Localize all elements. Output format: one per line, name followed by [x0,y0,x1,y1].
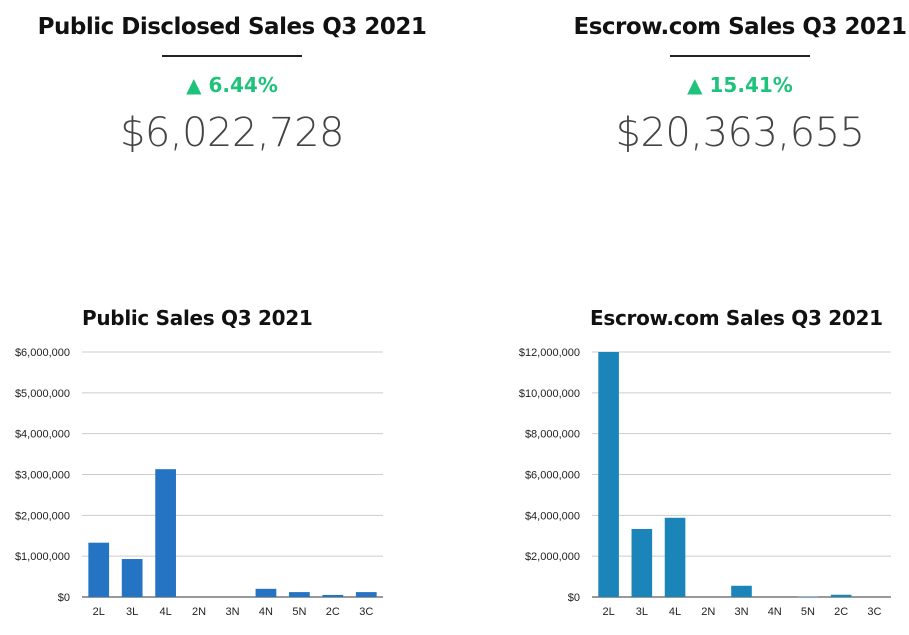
public-sales-bar-chart: $0 $1,000,000 $2,000,000 $3,000,000 $4,000,0… [15,347,383,618]
bar-5N [289,592,310,597]
y-tick-label: $10,000,000 [519,388,580,400]
x-tick-label: 5N [292,606,306,618]
kpi-title: Public Disclosed Sales Q3 2021 [37,14,427,40]
x-tick-label: 4L [159,606,171,618]
y-tick-label: $8,000,000 [525,429,580,441]
kpi-escrow-sales: Escrow.com Sales Q3 2021 ▲ 15.41% $20,36… [530,0,909,159]
bar-2L [598,352,619,597]
x-tick-label: 3L [636,606,648,618]
bar-3N [731,585,752,597]
bar-4N [255,588,277,597]
y-tick-label: $6,000,000 [15,347,70,359]
bar-5N [797,596,819,598]
bar-2C [830,594,852,597]
bar-3C [355,592,377,597]
escrow-sales-bar-chart: $0 $2,000,000 $4,000,000 $6,000,000 $8,000,0… [519,347,891,618]
x-tick-label: 4N [259,606,273,618]
bar-2L [88,542,110,597]
x-tick-label: 2N [701,606,715,618]
x-tick-label: 3N [225,606,239,618]
x-tick-label: 2C [834,606,848,618]
y-tick-label: $4,000,000 [15,429,70,441]
x-tick-label: 2C [326,606,340,618]
public-sales-chart: Public Sales Q3 2021 $0 $1,000,000 $2,000,… [0,300,420,630]
kpi-value: $6,022,728 [119,110,345,156]
bar-4L [664,517,686,597]
kpi-value: $20,363,655 [615,110,865,156]
x-tick-label: 4N [768,606,782,618]
divider [670,55,810,57]
y-tick-label: $3,000,000 [15,470,70,482]
bar-2C [322,594,344,597]
up-arrow-icon: ▲ [186,73,202,97]
x-tick-label: 3N [734,606,748,618]
y-tick-label: $1,000,000 [15,551,70,563]
bar-3L [121,559,143,597]
y-tick-label: $4,000,000 [525,510,580,522]
escrow-sales-chart: Escrow.com Sales Q3 2021 $0 $2,000,000 $4,… [500,300,909,630]
y-tick-label: $0 [568,592,580,604]
kpi-delta-value: 15.41% [709,73,793,97]
chart-title: Escrow.com Sales Q3 2021 [590,306,883,330]
x-tick-label: 3L [126,606,138,618]
x-tick-label: 2L [602,606,614,618]
x-tick-label: 4L [669,606,681,618]
x-tick-label: 2N [192,606,206,618]
chart-title: Public Sales Q3 2021 [82,306,313,330]
bar-3L [631,529,653,597]
x-tick-label: 2L [93,606,105,618]
kpi-delta-value: 6.44% [208,73,278,97]
bar-4L [155,469,176,597]
up-arrow-icon: ▲ [687,73,703,97]
x-tick-label: 3C [867,606,881,618]
divider [162,55,302,57]
y-tick-label: $12,000,000 [519,347,580,359]
kpi-public-sales: Public Disclosed Sales Q3 2021 ▲ 6.44% $… [22,0,442,159]
kpi-delta: ▲ 6.44% [22,71,442,99]
y-tick-label: $5,000,000 [15,388,70,400]
kpi-title: Escrow.com Sales Q3 2021 [573,14,907,40]
y-tick-label: $2,000,000 [525,551,580,563]
y-tick-label: $2,000,000 [15,510,70,522]
x-tick-label: 5N [801,606,815,618]
y-tick-label: $6,000,000 [525,470,580,482]
kpi-delta: ▲ 15.41% [530,71,909,99]
y-tick-label: $0 [58,592,70,604]
x-tick-label: 3C [359,606,373,618]
